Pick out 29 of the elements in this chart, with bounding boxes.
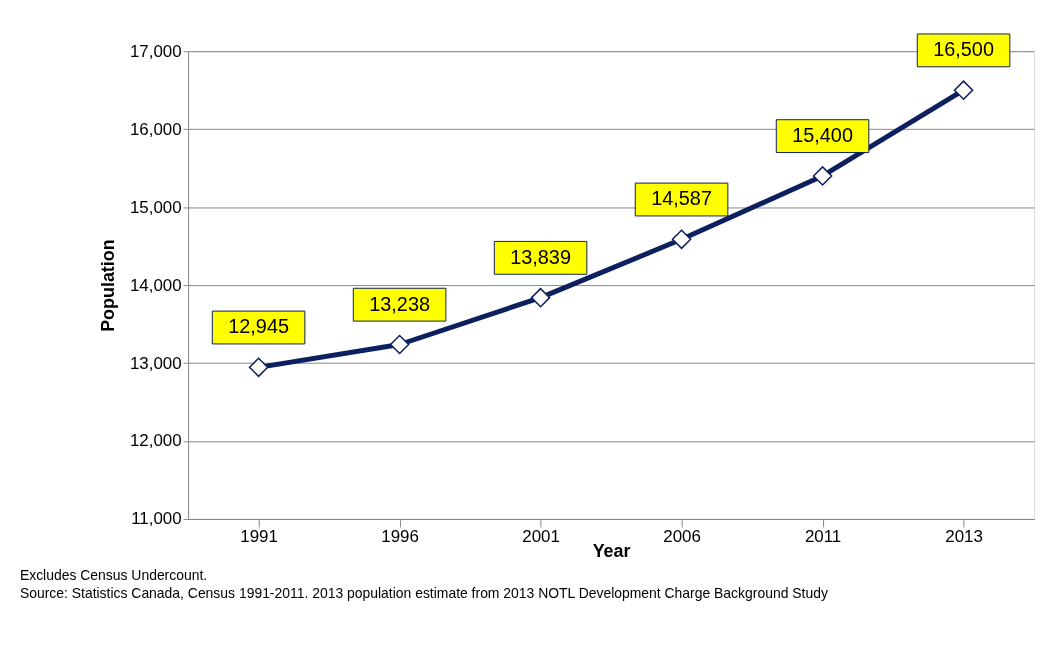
x-tick-label: 2013 <box>945 527 983 547</box>
text: 13,238 <box>369 292 431 315</box>
text: 15,400 <box>792 124 853 147</box>
text: Excludes Census Undercount. <box>19 566 208 583</box>
point <box>248 357 269 378</box>
y-tick-label: 12,000 <box>129 431 182 451</box>
text: 13,839 <box>510 245 571 268</box>
x-axis-title: Year <box>592 541 631 562</box>
x-tick-label: 1996 <box>381 527 419 547</box>
y-tick-label: 11,000 <box>131 509 182 529</box>
x-tick-label: 2001 <box>522 527 560 547</box>
text: 16,500 <box>933 38 994 61</box>
y-axis-title: Population <box>97 239 118 332</box>
point <box>389 334 410 355</box>
x-tick-label: 2011 <box>804 527 842 547</box>
y-tick-label: 17,000 <box>129 41 182 61</box>
x-tick-label: 2006 <box>663 527 701 547</box>
text: 12,945 <box>228 315 290 338</box>
point <box>671 229 692 250</box>
text: 14,587 <box>651 187 712 210</box>
y-tick-label: 14,000 <box>129 275 182 295</box>
point <box>953 80 974 100</box>
point <box>812 166 833 186</box>
source-note: Source: Statistics Canada, Census 1991-2011. 2013 population estimate from 2013 NOTL Development Charge Background Study <box>19 584 828 601</box>
y-tick-label: 16,000 <box>129 119 182 139</box>
point <box>530 287 551 308</box>
y-tick-label: 15,000 <box>129 197 182 217</box>
y-tick-label: 13,000 <box>129 353 182 373</box>
x-tick-label: 1991 <box>240 527 278 547</box>
